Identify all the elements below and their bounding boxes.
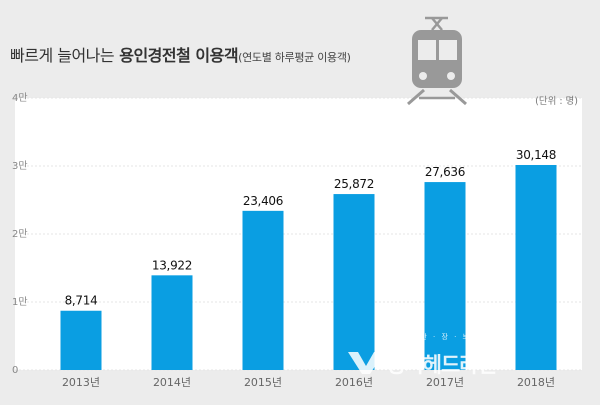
watermark-text: 경기헤드라인	[386, 353, 496, 377]
bar	[515, 164, 557, 370]
bars	[60, 164, 557, 370]
data-label: 25,872	[334, 177, 374, 191]
data-label: 30,148	[516, 148, 556, 162]
watermark-logo: 경 기 한 · 장 · 보 · 도 · 스 경기헤드라인	[348, 332, 513, 377]
watermark-subtitle: 경 기 한 · 장 · 보 · 도 · 스	[395, 332, 513, 341]
title-bold-text: 용인경전철 이용객	[119, 46, 239, 65]
title-light-text: 빠르게 늘어나는	[10, 46, 115, 65]
x-tick-label: 2014년	[153, 376, 191, 389]
x-tick-label: 2018년	[517, 376, 555, 389]
gridlines	[15, 97, 582, 371]
y-tick-label: 2만	[12, 228, 28, 240]
chart-title: 빠르게 늘어나는 용인경전철 이용객(연도별 하루평균 이용객)	[10, 42, 351, 66]
data-label: 23,406	[243, 194, 283, 208]
y-axis-ticks: 0 1만 2만 3만 4만	[12, 92, 28, 376]
watermark-emblem-icon	[348, 352, 384, 374]
y-tick-label: 1만	[12, 296, 28, 308]
train-icon	[407, 16, 467, 106]
x-axis-labels: 2013년 2014년 2015년 2016년 2017년 2018년	[62, 376, 555, 389]
bar	[242, 210, 284, 370]
y-tick-label: 4만	[12, 92, 28, 104]
y-tick-label: 3만	[12, 160, 28, 172]
data-label: 8,714	[65, 294, 98, 308]
x-tick-label: 2017년	[426, 376, 464, 389]
x-tick-label: 2016년	[335, 376, 373, 389]
title-subtitle: (연도별 하루평균 이용객)	[238, 51, 351, 64]
y-tick-label: 0	[12, 365, 18, 376]
x-tick-label: 2013년	[62, 376, 100, 389]
data-labels: 8,714 13,922 23,406 25,872 27,636 30,148	[65, 148, 557, 308]
x-tick-label: 2015년	[244, 376, 282, 389]
data-label: 13,922	[152, 258, 192, 272]
bar	[424, 182, 466, 370]
unit-note: (단위 : 명)	[535, 95, 578, 107]
bar	[151, 275, 193, 370]
bar	[333, 194, 375, 370]
bar	[60, 310, 102, 370]
data-label: 27,636	[425, 165, 465, 179]
